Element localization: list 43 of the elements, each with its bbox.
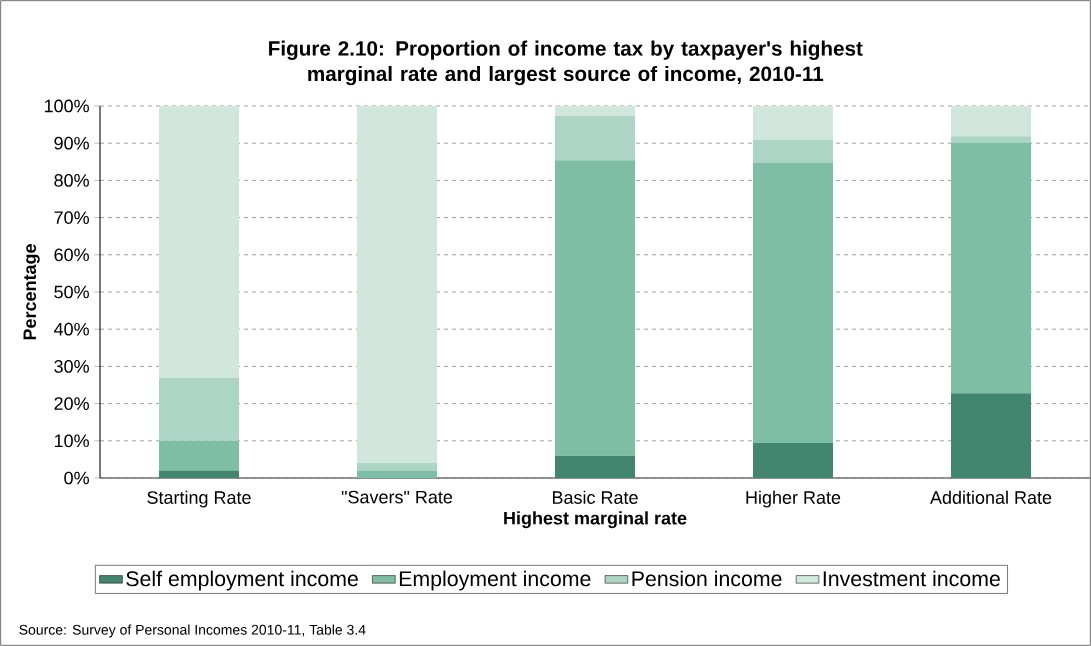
y-tick-label: 20% (54, 397, 89, 410)
bar (951, 136, 1031, 143)
bar (555, 455, 635, 478)
bar (555, 160, 635, 456)
bar (159, 470, 239, 478)
chart-title: Figure 2.10: Proportion of income tax by taxpayer's highest marginal rate and largest source of income, 2010-11 (269, 40, 863, 86)
bar (357, 105, 437, 463)
bar (159, 377, 239, 441)
x-tick-label: "Savers" Rate (341, 490, 453, 504)
y-tick-label: 0% (64, 471, 89, 485)
legend-label: Employment income (399, 570, 591, 591)
source-note: Source: Survey of Personal Incomes 2010-11, Table 3.4 (19, 624, 366, 638)
bar (357, 470, 437, 478)
y-tick-label: 50% (54, 285, 89, 299)
legend-label: Self employment income (126, 570, 358, 591)
y-tick-label: 80% (54, 174, 89, 187)
bar (753, 162, 833, 444)
y-tick-label: 100% (44, 99, 89, 113)
bar (753, 139, 833, 163)
bar (951, 105, 1031, 137)
y-tick-label: 60% (54, 248, 89, 262)
bar (357, 462, 437, 471)
y-tick-label: 40% (53, 322, 89, 336)
x-tick-label: Starting Rate (147, 490, 251, 508)
x-axis-title: Highest marginal rate (504, 511, 687, 529)
x-tick-label: Higher Rate (746, 490, 841, 508)
legend-label: Pension income (632, 570, 782, 587)
bar (753, 105, 833, 140)
legend-label: Investment income (823, 570, 1000, 587)
bar (555, 115, 635, 161)
y-tick-label: 30% (54, 360, 89, 373)
y-axis-title: Percentage (23, 244, 40, 340)
bar (753, 443, 833, 478)
y-tick-label: 90% (54, 136, 89, 150)
bar (951, 142, 1031, 394)
x-tick-label: Basic Rate (552, 490, 638, 504)
bar (159, 440, 239, 471)
bar (555, 105, 635, 116)
bar (951, 393, 1031, 478)
y-tick-label: 70% (54, 211, 89, 224)
bar (159, 105, 239, 378)
x-tick-label: Additional Rate (930, 490, 1052, 504)
y-tick-label: 10% (54, 434, 89, 448)
